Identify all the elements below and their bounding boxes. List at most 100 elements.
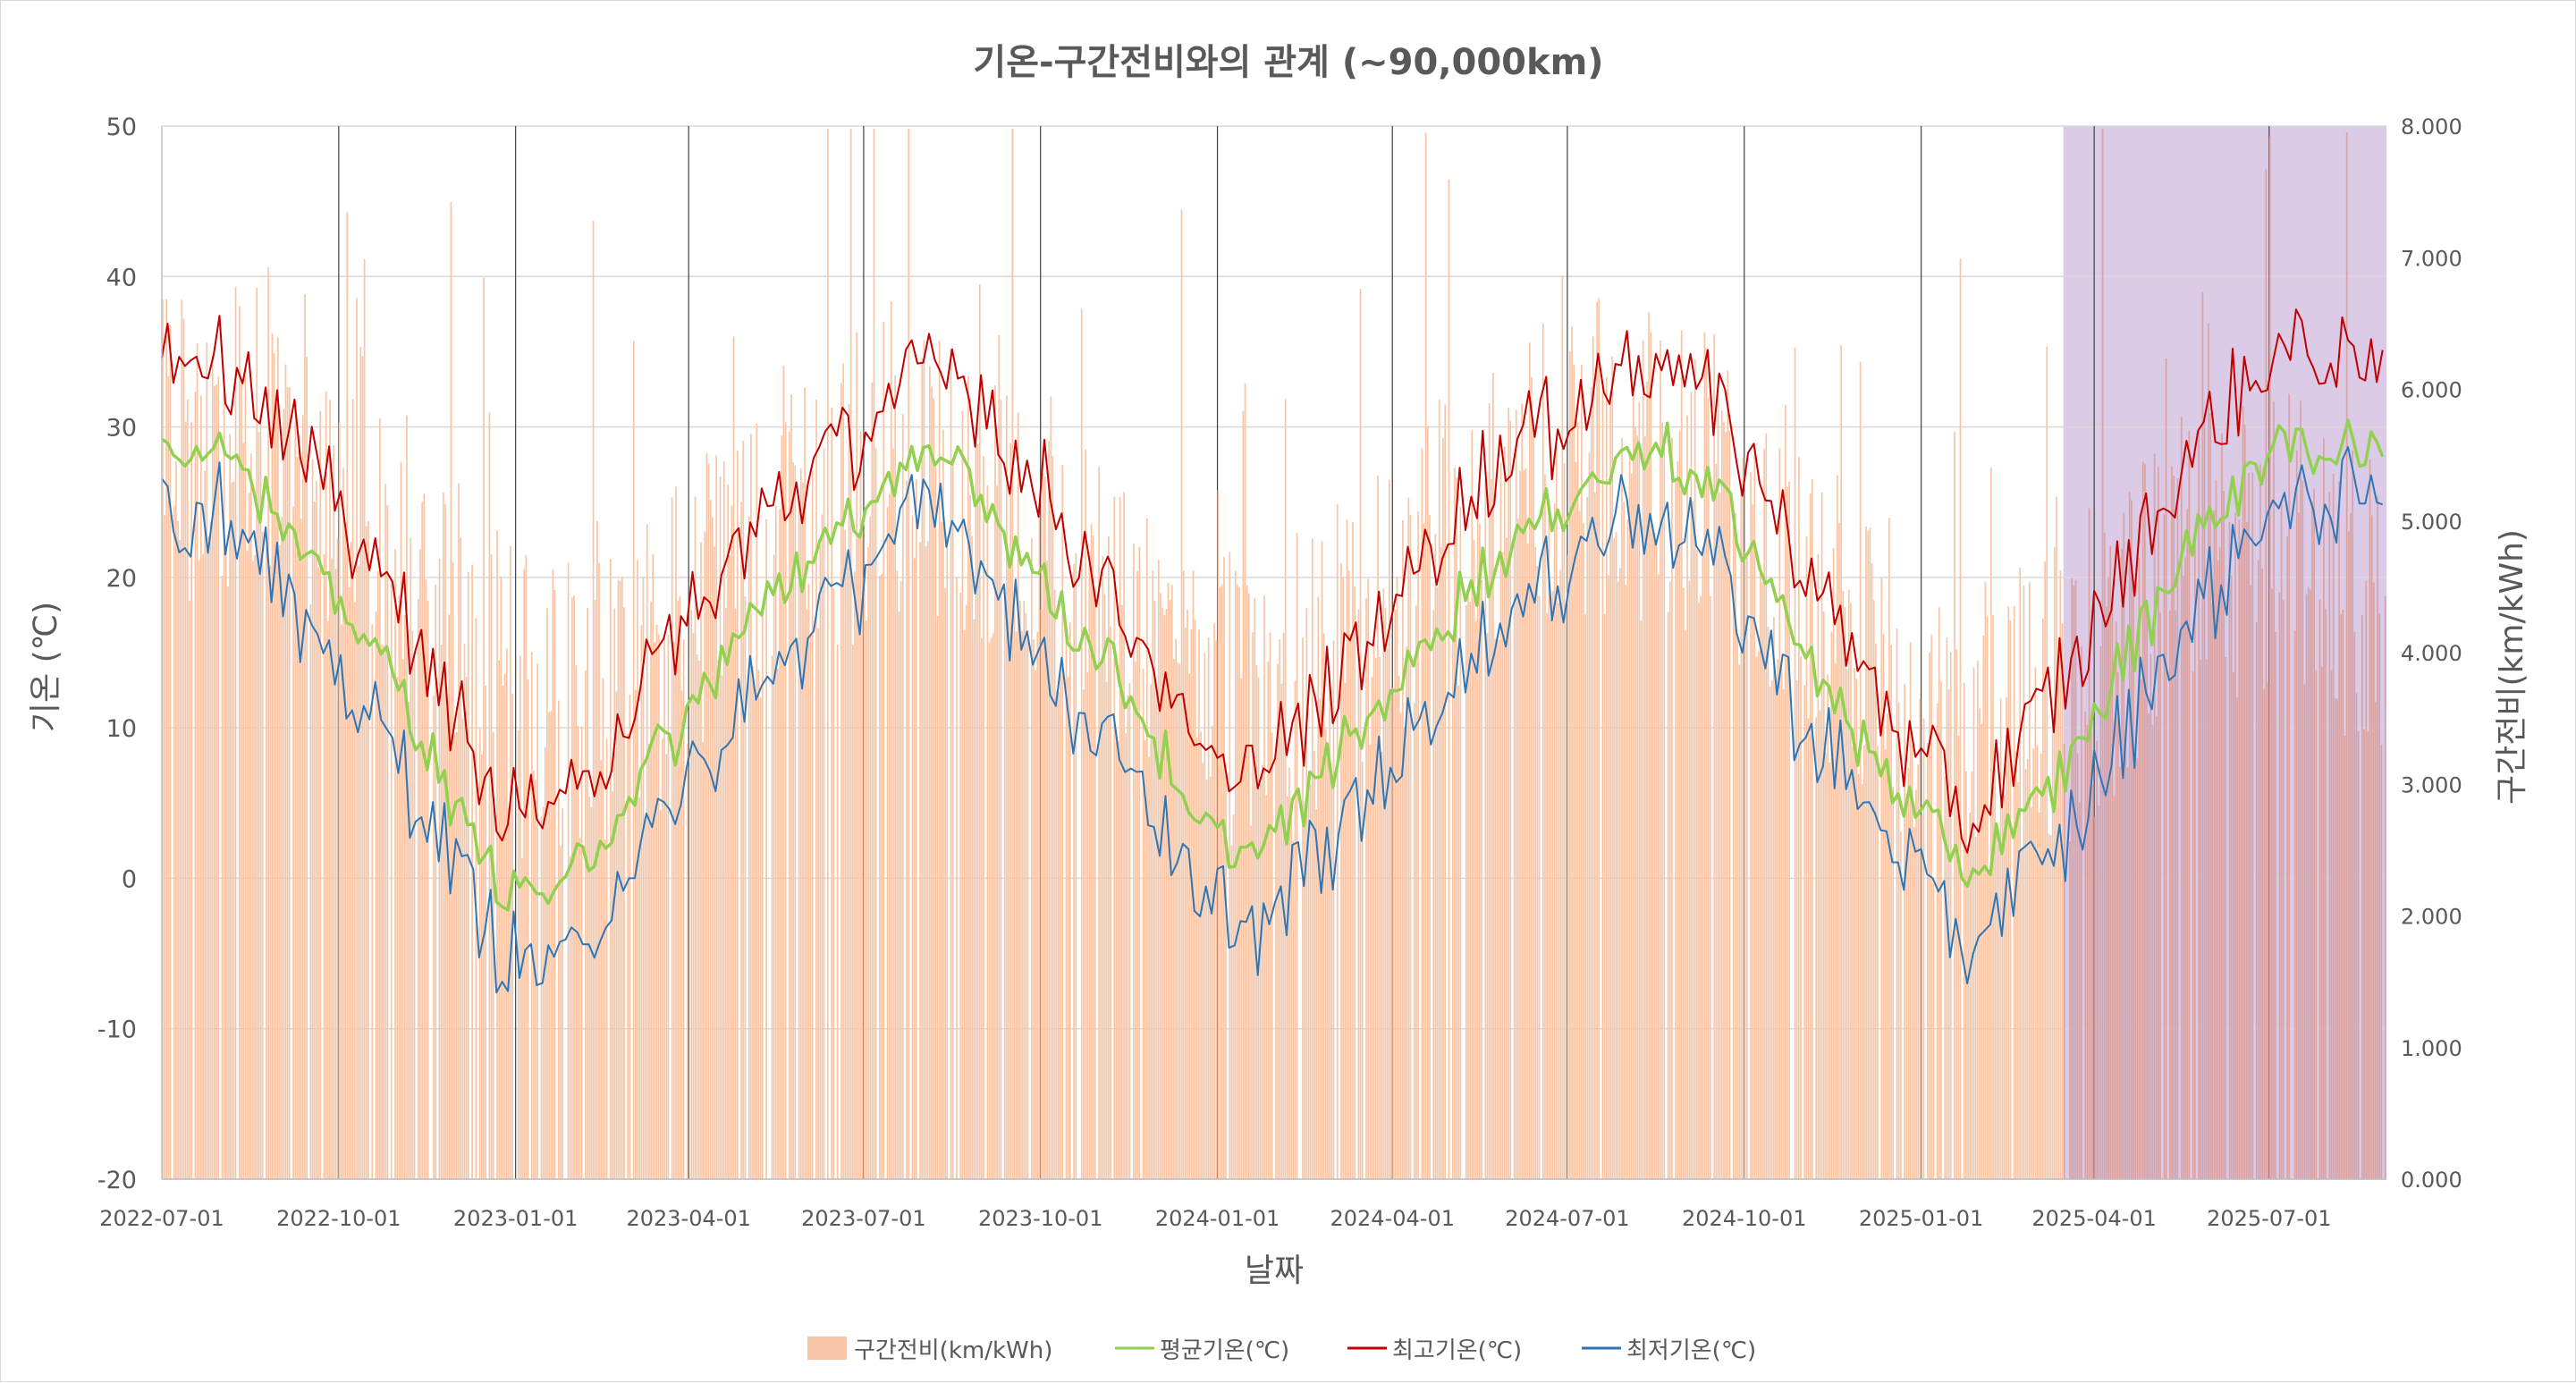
efficiency-bar [444,503,446,1179]
efficiency-bar [1467,594,1469,1179]
efficiency-bar [1917,764,1920,1179]
efficiency-bar [418,598,419,1179]
efficiency-bar [2074,579,2077,1179]
efficiency-bar [1499,462,1502,1179]
y-left-tick-label: -10 [97,1016,137,1044]
efficiency-bar [856,332,858,1179]
efficiency-bar [204,470,207,1179]
efficiency-bar [898,611,900,1179]
efficiency-bar [1954,432,1955,1179]
efficiency-bar [1531,377,1533,1179]
efficiency-bar [1592,336,1594,1180]
chart-title: 기온-구간전비와의 관계 (~90,000km) [973,42,1603,83]
efficiency-bar [908,128,910,1179]
efficiency-bar [1417,511,1419,1179]
efficiency-bar [956,578,958,1179]
efficiency-bar [1971,772,1973,1179]
efficiency-bar [283,409,285,1180]
efficiency-bar [1288,767,1290,1179]
efficiency-bar [2013,605,2015,1179]
efficiency-bar [179,540,182,1179]
efficiency-bar [1240,678,1243,1179]
efficiency-bar [533,770,535,1179]
efficiency-bar [2107,576,2109,1179]
efficiency-bar [1254,597,1256,1179]
efficiency-bar [752,665,754,1179]
efficiency-bar [2069,841,2071,1179]
efficiency-bar [231,482,233,1179]
efficiency-bar [2330,670,2333,1179]
y-right-tick-label: 8.000 [2401,114,2462,139]
efficiency-bar [2017,781,2019,1179]
efficiency-bar [2313,488,2316,1179]
efficiency-bar [587,607,588,1179]
efficiency-bar [754,699,756,1179]
efficiency-bar [1148,756,1150,1179]
efficiency-bar [2293,630,2296,1179]
efficiency-bar [1626,519,1629,1179]
efficiency-bar [774,506,777,1179]
efficiency-bar [1882,634,1885,1179]
efficiency-bar [2169,611,2171,1179]
efficiency-bar [273,353,275,1179]
efficiency-bar [2130,500,2133,1179]
efficiency-bar [2063,743,2065,1179]
efficiency-bar [648,743,650,1179]
efficiency-bar [1150,684,1153,1179]
efficiency-bar [2153,453,2156,1179]
efficiency-bar [1488,402,1491,1179]
efficiency-bar [1929,653,1930,1179]
efficiency-bar [1871,563,1873,1179]
y-left-tick-label: 10 [106,715,137,743]
efficiency-bar [1625,585,1627,1179]
efficiency-bar [1294,680,1296,1179]
efficiency-bar [784,422,787,1179]
efficiency-bar [2101,129,2104,1180]
efficiency-bar [1421,448,1423,1179]
efficiency-bar [881,573,883,1179]
efficiency-bar [550,710,553,1179]
efficiency-bar [1855,679,1858,1179]
efficiency-bar [258,432,260,1179]
efficiency-bar [879,575,881,1179]
efficiency-bar [252,561,254,1179]
efficiency-bar [866,620,867,1179]
efficiency-bar [2128,491,2131,1179]
efficiency-bar [1185,628,1187,1179]
efficiency-bar [421,502,424,1179]
efficiency-bar [458,483,460,1179]
efficiency-bar [652,554,655,1179]
efficiency-bar [1628,454,1631,1179]
efficiency-bar [440,645,443,1179]
efficiency-bar [2001,789,2004,1179]
efficiency-bar [1374,658,1377,1179]
efficiency-bar [2228,521,2231,1179]
efficiency-bar [2036,745,2039,1179]
efficiency-bar [994,384,996,1179]
efficiency-bar [1775,680,1777,1179]
efficiency-bar [2342,609,2344,1179]
efficiency-bar [2144,464,2146,1179]
efficiency-bar [1250,825,1252,1179]
efficiency-bar [1842,590,1845,1179]
efficiency-bar [1474,620,1477,1179]
efficiency-bar [288,386,291,1179]
efficiency-bar [1675,480,1677,1179]
efficiency-bar [1913,827,1915,1179]
efficiency-bar [831,407,833,1179]
efficiency-bar [342,468,344,1179]
efficiency-bar [1347,570,1350,1179]
efficiency-bar [1426,426,1429,1180]
efficiency-bar [344,529,347,1179]
efficiency-bar [442,492,444,1179]
efficiency-bar [242,443,245,1179]
efficiency-bar [2051,709,2054,1179]
efficiency-bar [817,628,820,1179]
y-right-tick-label: 5.000 [2401,510,2462,535]
efficiency-bar [361,356,364,1179]
efficiency-bar [448,614,451,1179]
efficiency-bar [1717,374,1719,1179]
efficiency-bar [1000,400,1002,1180]
efficiency-bar [675,486,677,1179]
